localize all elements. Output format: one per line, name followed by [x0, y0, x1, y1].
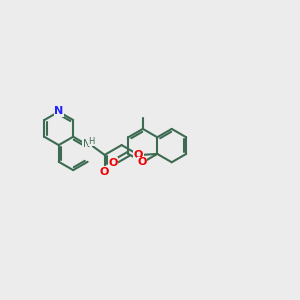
Text: H: H: [88, 137, 95, 146]
Text: N: N: [83, 139, 90, 149]
Text: O: O: [134, 150, 143, 160]
Text: O: O: [100, 167, 109, 177]
Text: H: H: [85, 139, 92, 148]
Text: N: N: [54, 106, 63, 116]
Text: O: O: [137, 157, 146, 167]
Text: O: O: [108, 158, 118, 168]
